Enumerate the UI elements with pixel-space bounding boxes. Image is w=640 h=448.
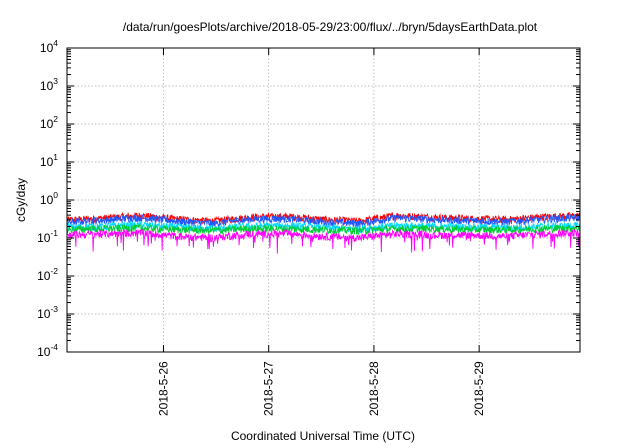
x-axis-label: Coordinated Universal Time (UTC): [231, 429, 415, 443]
data-series: [66, 211, 581, 254]
x-tick-label: 2018-5-27: [262, 361, 276, 416]
series-line: [66, 228, 581, 254]
y-tick-label: 103: [40, 76, 58, 93]
y-tick-label: 104: [40, 38, 58, 55]
grid-lines: [67, 48, 580, 352]
axes: 10-4 10-3 10-2 10-1 100 101 102 103 104 2018-5-26…: [37, 38, 580, 416]
y-tick-label: 10-2: [37, 266, 58, 283]
y-tick-label: 100: [40, 190, 58, 207]
x-tick-label: 2018-5-28: [367, 361, 381, 416]
series-line: [66, 223, 581, 236]
y-tick-label: 10-1: [37, 228, 58, 245]
x-tick-label: 2018-5-29: [472, 361, 486, 416]
y-tick-label: 10-4: [37, 342, 58, 359]
y-axis-label: cGy/day: [14, 178, 28, 222]
y-tick-label: 101: [40, 152, 58, 169]
chart-title: /data/run/goesPlots/archive/2018-05-29/2…: [123, 20, 538, 34]
series-line: [66, 213, 581, 229]
y-tick-label: 102: [40, 114, 58, 131]
series-line: [66, 220, 581, 235]
y-tick-label: 10-3: [37, 304, 58, 321]
x-tick-label: 2018-5-26: [156, 361, 170, 416]
